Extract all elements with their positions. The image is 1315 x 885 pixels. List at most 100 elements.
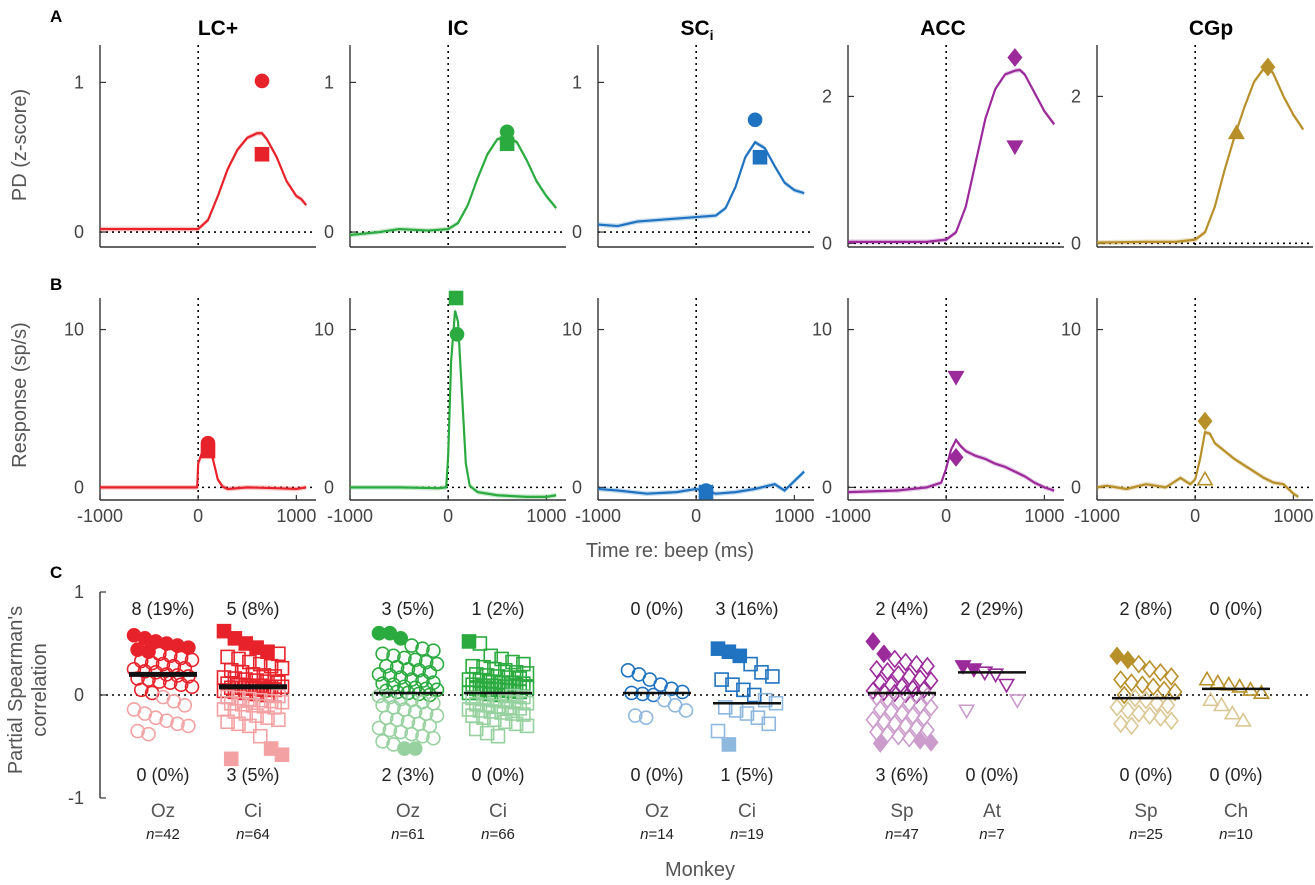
area-title: SCi bbox=[680, 17, 713, 43]
group-CGp-Sp: 2 (8%) 0 (0%) Sp n=25 bbox=[1109, 599, 1183, 843]
data-point bbox=[923, 671, 939, 690]
row-b-xlabel: Time re: beep (ms) bbox=[586, 540, 754, 562]
sem-band bbox=[598, 139, 805, 229]
data-point bbox=[1123, 673, 1140, 693]
row-c-xlabel: Monkey bbox=[665, 859, 735, 881]
data-point bbox=[260, 710, 275, 725]
data-point bbox=[1109, 646, 1125, 666]
data-point bbox=[865, 632, 881, 651]
top-count-label: 5 (8%) bbox=[226, 599, 279, 619]
data-point bbox=[1234, 712, 1252, 727]
data-point bbox=[1134, 675, 1150, 695]
x-tick-label: 1000 bbox=[1024, 506, 1064, 526]
n-label: n=61 bbox=[391, 826, 425, 843]
mean-trace bbox=[597, 140, 805, 228]
sem-band bbox=[100, 130, 307, 232]
data-point bbox=[757, 692, 773, 708]
triangle-up-marker bbox=[1227, 124, 1245, 140]
area-title: IC bbox=[448, 17, 469, 40]
data-point bbox=[912, 730, 928, 750]
data-point bbox=[725, 677, 740, 693]
subplot-a-3: 01 bbox=[572, 45, 814, 248]
square-marker bbox=[200, 443, 216, 459]
data-point bbox=[1142, 706, 1158, 726]
n-label: n=42 bbox=[146, 826, 180, 843]
mean-trace bbox=[1096, 65, 1305, 244]
x-tick-label: 0 bbox=[443, 506, 453, 526]
data-point bbox=[721, 737, 737, 752]
x-tick-label: 1000 bbox=[774, 506, 814, 526]
data-point bbox=[919, 656, 935, 676]
data-point bbox=[1163, 711, 1179, 731]
square-marker bbox=[698, 484, 714, 500]
triangle-up-open-marker bbox=[1196, 470, 1214, 486]
data-point bbox=[743, 656, 758, 672]
top-count-label: 0 (0%) bbox=[630, 599, 683, 619]
y-tick-label: 10 bbox=[1061, 320, 1081, 340]
monkey-label: At bbox=[983, 801, 1002, 822]
data-point bbox=[170, 716, 185, 732]
x-tick-label: 1000 bbox=[526, 506, 566, 526]
data-point bbox=[252, 728, 268, 744]
data-point bbox=[133, 653, 149, 669]
data-point bbox=[627, 708, 643, 723]
sem-band bbox=[1097, 64, 1304, 246]
y-tick-label: 1 bbox=[74, 72, 84, 92]
bottom-count-label: 3 (6%) bbox=[875, 765, 928, 785]
data-point bbox=[717, 700, 733, 715]
data-point bbox=[184, 652, 200, 668]
triangle-down-marker bbox=[1006, 140, 1024, 156]
data-point bbox=[736, 682, 751, 698]
y-tick-label: 0 bbox=[1071, 233, 1081, 253]
data-point bbox=[220, 714, 235, 730]
y-tick-label: 1 bbox=[572, 72, 582, 92]
data-point bbox=[876, 682, 892, 702]
circle-marker bbox=[499, 124, 515, 140]
monkey-label: Sp bbox=[1134, 801, 1157, 822]
data-point bbox=[144, 655, 160, 671]
panel-letter-a: A bbox=[50, 7, 62, 26]
data-point bbox=[997, 678, 1016, 694]
monkey-label: Oz bbox=[645, 801, 669, 822]
data-point bbox=[865, 681, 881, 701]
bottom-count-label: 0 (0%) bbox=[965, 765, 1018, 785]
data-point bbox=[426, 643, 441, 659]
sem-band bbox=[848, 67, 1055, 245]
data-point bbox=[472, 636, 488, 651]
mean-trace bbox=[847, 438, 1055, 494]
y-tick-label: 10 bbox=[562, 320, 582, 340]
data-point bbox=[393, 631, 409, 646]
data-point bbox=[1231, 678, 1249, 693]
monkey-label: Ci bbox=[244, 801, 262, 822]
data-point bbox=[714, 672, 729, 687]
data-point bbox=[1120, 701, 1136, 720]
data-point bbox=[887, 649, 903, 669]
bottom-count-label: 0 (0%) bbox=[1119, 765, 1172, 785]
y-tick-label: 10 bbox=[64, 320, 84, 340]
top-count-label: 1 (2%) bbox=[471, 599, 524, 619]
bottom-count-label: 2 (3%) bbox=[381, 765, 434, 785]
data-point bbox=[894, 677, 910, 697]
data-point bbox=[181, 718, 196, 734]
data-point bbox=[162, 648, 178, 664]
data-point bbox=[1109, 697, 1125, 717]
data-point bbox=[371, 688, 387, 704]
y-tick-label: 1 bbox=[324, 72, 334, 92]
data-point bbox=[519, 718, 535, 734]
data-point bbox=[274, 747, 290, 763]
data-point bbox=[1212, 696, 1231, 712]
data-point bbox=[159, 713, 174, 729]
data-point bbox=[1163, 667, 1179, 686]
data-point bbox=[382, 722, 398, 738]
data-point bbox=[732, 648, 748, 664]
n-label: n=10 bbox=[1219, 826, 1253, 843]
group-SC-Oz: 0 (0%) 0 (0%) Oz n=14 bbox=[620, 599, 694, 843]
panel-letter-b: B bbox=[50, 275, 62, 294]
n-label: n=25 bbox=[1129, 826, 1163, 843]
x-tick-label: -1000 bbox=[327, 506, 373, 526]
data-point bbox=[173, 650, 189, 666]
data-point bbox=[1116, 685, 1132, 705]
